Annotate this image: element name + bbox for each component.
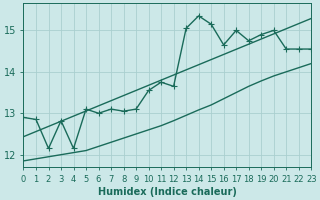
- X-axis label: Humidex (Indice chaleur): Humidex (Indice chaleur): [98, 187, 237, 197]
